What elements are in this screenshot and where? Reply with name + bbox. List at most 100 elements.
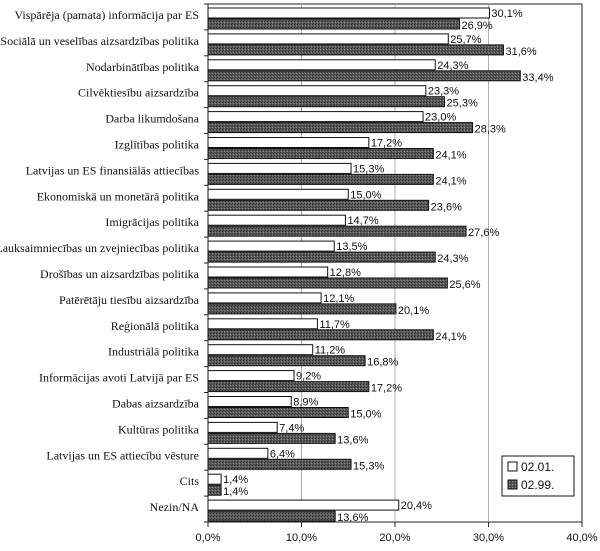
category-label: Cits [180, 474, 200, 488]
value-label-series-02-01: 24,3% [437, 60, 468, 72]
value-label-series-02-01: 7,4% [279, 422, 304, 434]
category-label: Nodarbinātības politika [86, 60, 200, 74]
category-label: Latvijas un ES finansiālās attiecības [26, 163, 200, 177]
value-label-series-02-01: 30,1% [491, 8, 522, 20]
bar-series-02-99 [207, 407, 349, 418]
bar-series-02-01 [207, 85, 427, 97]
bar-series-02-01 [207, 473, 222, 485]
bar-series-02-99 [207, 70, 521, 82]
bar-series-02-01 [207, 240, 335, 252]
value-label-series-02-99: 31,6% [505, 46, 536, 58]
value-label-series-02-99: 27,6% [468, 227, 499, 239]
category-label: Imigrācijas politika [105, 215, 199, 229]
value-label-series-02-99: 16,8% [367, 357, 398, 369]
bar-series-02-99 [207, 251, 436, 263]
category-label: Drošības un aizsardzības politika [40, 267, 200, 281]
category-label: Vispārēja (pamata) informācija par ES [14, 8, 199, 22]
value-label-series-02-01: 23,0% [425, 112, 456, 124]
x-tick-label: 0,0% [195, 532, 220, 544]
value-label-series-02-99: 15,0% [350, 409, 381, 421]
value-label-series-02-99: 24,1% [435, 331, 466, 343]
value-label-series-02-99: 28,3% [475, 124, 506, 136]
category-label: Cilvēktiesību aizsardzība [78, 86, 200, 100]
bar-series-02-99 [207, 381, 370, 393]
value-label-series-02-01: 13,5% [336, 241, 367, 253]
bar-series-02-99 [207, 96, 446, 108]
bar-series-02-01 [207, 266, 329, 278]
category-label: Industriālā politika [108, 345, 200, 359]
x-tick-label: 20,0% [379, 532, 410, 544]
legend-swatch-02-01 [507, 461, 518, 472]
value-label-series-02-99: 13,6% [337, 512, 368, 524]
bar-series-02-99 [207, 355, 366, 367]
value-label-series-02-01: 9,2% [296, 371, 321, 383]
bar-series-02-01 [207, 162, 352, 174]
value-label-series-02-01: 15,0% [350, 189, 381, 201]
category-label: Dabas aizsardzība [112, 397, 200, 411]
category-label: Darba likumdošana [105, 112, 199, 126]
category-label: Ekonomiskā un monetārā politika [37, 189, 200, 203]
bar-series-02-01 [207, 214, 346, 226]
value-label-series-02-01: 14,7% [347, 215, 378, 227]
value-label-series-02-01: 12,8% [330, 267, 361, 279]
value-label-series-02-99: 23,6% [431, 201, 462, 213]
bar-series-02-99 [207, 484, 222, 496]
bar-series-02-01 [207, 33, 449, 45]
bar-series-02-99 [207, 329, 434, 341]
value-label-series-02-99: 17,2% [371, 383, 402, 395]
value-label-series-02-99: 20,1% [398, 305, 429, 317]
bar-series-02-01 [207, 396, 292, 407]
value-label-series-02-01: 23,3% [428, 86, 459, 98]
value-label-series-02-01: 20,4% [401, 500, 432, 512]
bar-series-02-01 [207, 344, 314, 356]
value-label-series-02-99: 24,1% [435, 150, 466, 162]
bar-series-02-99 [207, 122, 474, 134]
bar-series-02-99 [207, 199, 430, 211]
bar-series-02-01 [207, 318, 318, 330]
value-label-series-02-99: 24,3% [437, 253, 468, 265]
bar-series-02-01 [207, 59, 436, 71]
legend: 02.01. 02.99. [501, 455, 575, 497]
category-label: Informācijas avoti Latvijā par ES [39, 371, 199, 385]
x-tick-label: 40,0% [566, 532, 597, 544]
category-label: Nezin/NA [150, 500, 200, 514]
legend-label-02-99: 02.99. [521, 478, 554, 492]
legend-label-02-01: 02.01. [521, 460, 554, 474]
bar-series-02-01 [207, 370, 295, 382]
value-label-series-02-01: 8,9% [293, 397, 318, 409]
value-label-series-02-99: 33,4% [522, 72, 553, 84]
bar-series-02-99 [207, 18, 461, 30]
value-label-series-02-01: 1,4% [223, 474, 248, 486]
bar-series-02-99 [207, 277, 448, 289]
bar-series-02-99 [207, 225, 467, 237]
bar-series-02-99 [207, 458, 352, 470]
value-label-series-02-99: 24,1% [435, 175, 466, 187]
category-label: Izglītības politika [115, 138, 200, 152]
value-label-series-02-01: 6,4% [270, 448, 295, 460]
bar-series-02-01 [207, 421, 278, 433]
bar-series-02-01 [207, 188, 349, 200]
value-label-series-02-01: 11,2% [315, 345, 346, 357]
bar-series-02-01 [207, 292, 322, 304]
x-tick-label: 10,0% [286, 532, 317, 544]
value-label-series-02-99: 13,6% [337, 434, 368, 446]
bar-series-02-99 [207, 303, 397, 315]
category-label: Patērētāju tiesību aizsardzība [59, 293, 200, 307]
value-label-series-02-99: 1,4% [223, 486, 248, 498]
value-label-series-02-99: 26,9% [462, 20, 493, 32]
value-label-series-02-01: 11,7% [319, 319, 350, 331]
bar-series-02-01 [207, 111, 424, 123]
bar-series-02-01 [207, 499, 400, 511]
plot-area: 0,0% 10,0% 20,0% 30,0% 40,0% Vispārēja (pamat… [0, 3, 598, 544]
value-label-series-02-01: 17,2% [371, 138, 402, 150]
value-label-series-02-01: 15,3% [353, 163, 384, 175]
value-label-series-02-99: 25,3% [447, 98, 478, 110]
bar-series-02-99 [207, 148, 434, 159]
value-label-series-02-99: 15,3% [353, 460, 384, 472]
bar-series-02-01 [207, 7, 490, 19]
value-label-series-02-01: 25,7% [450, 34, 481, 46]
category-label: Reģionālā politika [111, 319, 200, 333]
category-label: Lauksaimniecības un zvejniecības politik… [0, 241, 200, 255]
bar-series-02-99 [207, 432, 336, 444]
